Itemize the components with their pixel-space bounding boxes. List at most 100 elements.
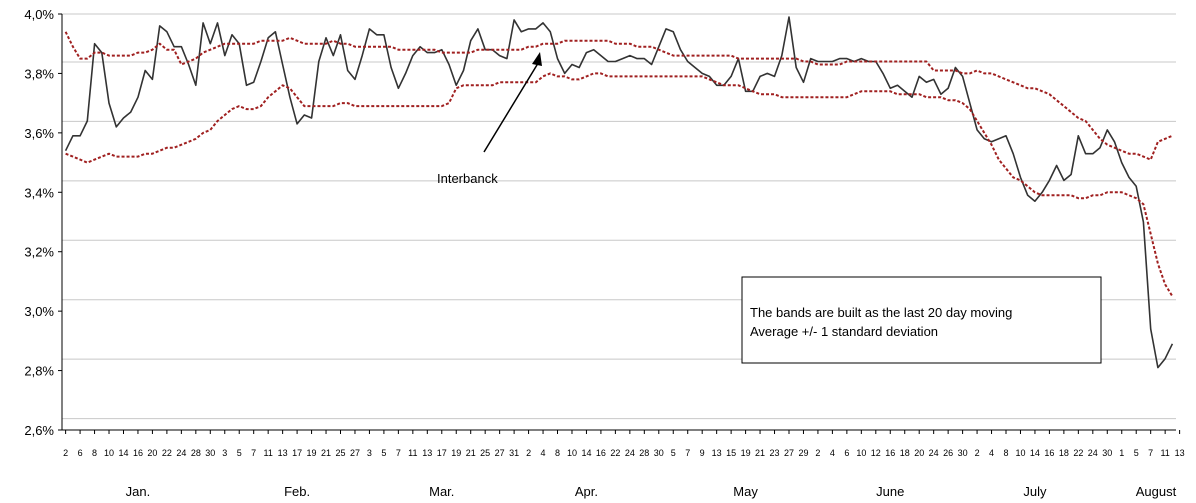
x-tick-label: 2 <box>815 448 820 458</box>
x-tick-label: 4 <box>989 448 994 458</box>
x-tick-label: 9 <box>700 448 705 458</box>
x-tick-label: 21 <box>321 448 331 458</box>
x-tick-label: 24 <box>176 448 186 458</box>
y-tick-label: 2,8% <box>24 364 54 379</box>
x-tick-label: 8 <box>92 448 97 458</box>
annotation-arrow <box>483 59 541 153</box>
x-tick-label: 23 <box>770 448 780 458</box>
x-tick-label: 13 <box>422 448 432 458</box>
x-tick-label: 16 <box>1044 448 1054 458</box>
x-tick-label: 10 <box>567 448 577 458</box>
month-label: July <box>1023 484 1047 499</box>
x-tick-label: 6 <box>78 448 83 458</box>
x-tick-label: 13 <box>1175 448 1185 458</box>
month-label: June <box>876 484 904 499</box>
x-tick-label: 27 <box>350 448 360 458</box>
x-tick-label: 7 <box>1148 448 1153 458</box>
x-tick-label: 10 <box>104 448 114 458</box>
x-tick-label: 28 <box>639 448 649 458</box>
x-tick-label: 16 <box>885 448 895 458</box>
x-tick-label: 30 <box>958 448 968 458</box>
x-tick-label: 30 <box>205 448 215 458</box>
y-tick-label: 2,6% <box>24 423 54 438</box>
x-tick-label: 16 <box>596 448 606 458</box>
x-tick-label: 14 <box>1030 448 1040 458</box>
annotation-arrowhead <box>532 52 542 66</box>
x-tick-label: 18 <box>900 448 910 458</box>
x-tick-label: 8 <box>1003 448 1008 458</box>
y-tick-label: 4,0% <box>24 7 54 22</box>
x-tick-label: 11 <box>408 448 417 458</box>
upper-band-line <box>64 31 1173 161</box>
x-tick-label: 13 <box>712 448 722 458</box>
annotation: Interbanck <box>437 52 542 186</box>
x-tick-label: 1 <box>1119 448 1124 458</box>
x-tick-label: 10 <box>856 448 866 458</box>
note-line: Average +/- 1 standard deviation <box>750 324 938 339</box>
x-tick-label: 11 <box>263 448 272 458</box>
x-tick-label: 7 <box>685 448 690 458</box>
x-tick-label: 31 <box>509 448 519 458</box>
x-tick-label: 10 <box>1015 448 1025 458</box>
x-tick-label: 20 <box>147 448 157 458</box>
y-tick-label: 3,6% <box>24 126 54 141</box>
x-tick-label: 6 <box>844 448 849 458</box>
x-tick-label: 17 <box>292 448 302 458</box>
x-tick-label: 29 <box>798 448 808 458</box>
x-tick-label: 27 <box>495 448 505 458</box>
x-tick-label: 26 <box>943 448 953 458</box>
x-tick-label: 28 <box>191 448 201 458</box>
y-tick-label: 3,0% <box>24 304 54 319</box>
x-tick-label: 25 <box>480 448 490 458</box>
note-line: The bands are built as the last 20 day m… <box>750 305 1012 320</box>
x-tick-label: 27 <box>784 448 794 458</box>
y-tick-label: 3,8% <box>24 66 54 81</box>
x-tick-label: 20 <box>914 448 924 458</box>
x-tick-label: 3 <box>222 448 227 458</box>
x-tick-label: 21 <box>755 448 765 458</box>
gridlines <box>62 13 1176 420</box>
x-tick-label: 22 <box>1073 448 1083 458</box>
x-tick-label: 21 <box>466 448 476 458</box>
x-tick-label: 30 <box>654 448 664 458</box>
x-tick-label: 13 <box>278 448 288 458</box>
x-tick-label: 19 <box>451 448 461 458</box>
y-tick-labels: 2,6% 2,8% 3,0% 3,2% 3,4% 3,6% 3,8% 4,0% <box>24 7 54 438</box>
annotation-label: Interbanck <box>437 171 498 186</box>
x-tick-label: 18 <box>1059 448 1069 458</box>
x-tick-label: 30 <box>1102 448 1112 458</box>
x-tick-label: 25 <box>335 448 345 458</box>
x-tick-label: 2 <box>975 448 980 458</box>
x-tick-label: 8 <box>555 448 560 458</box>
x-tick-label: 24 <box>625 448 635 458</box>
x-tick-label: 22 <box>610 448 620 458</box>
month-label: Mar. <box>429 484 454 499</box>
x-tick-label: 11 <box>1160 448 1169 458</box>
x-tick-label: 7 <box>251 448 256 458</box>
month-label: May <box>733 484 758 499</box>
x-tick-label: 22 <box>162 448 172 458</box>
month-label: Feb. <box>284 484 310 499</box>
x-tick-labels: 2 6 8 10 14 16 20 22 24 28 30 3 5 7 11 13 17 19 21 25 27 3 5 7 1… <box>63 448 1185 458</box>
x-tick-label: 5 <box>1134 448 1139 458</box>
x-tick-label: 19 <box>307 448 317 458</box>
x-tick-label: 14 <box>118 448 128 458</box>
x-tick-label: 24 <box>929 448 939 458</box>
x-tick-label: 17 <box>437 448 447 458</box>
month-label: August <box>1136 484 1177 499</box>
x-tick-label: 14 <box>581 448 591 458</box>
note-box: The bands are built as the last 20 day m… <box>741 276 1102 364</box>
month-label: Apr. <box>575 484 598 499</box>
lower-band-line <box>65 72 1174 297</box>
x-tick-label: 5 <box>381 448 386 458</box>
x-tick-label: 5 <box>237 448 242 458</box>
x-tick-label: 4 <box>830 448 835 458</box>
x-tick-label: 19 <box>741 448 751 458</box>
x-tick-label: 16 <box>133 448 143 458</box>
x-tick-label: 15 <box>726 448 736 458</box>
x-tick-label: 5 <box>671 448 676 458</box>
x-tick-label: 2 <box>526 448 531 458</box>
x-tick-label: 7 <box>396 448 401 458</box>
axes <box>58 13 1181 434</box>
